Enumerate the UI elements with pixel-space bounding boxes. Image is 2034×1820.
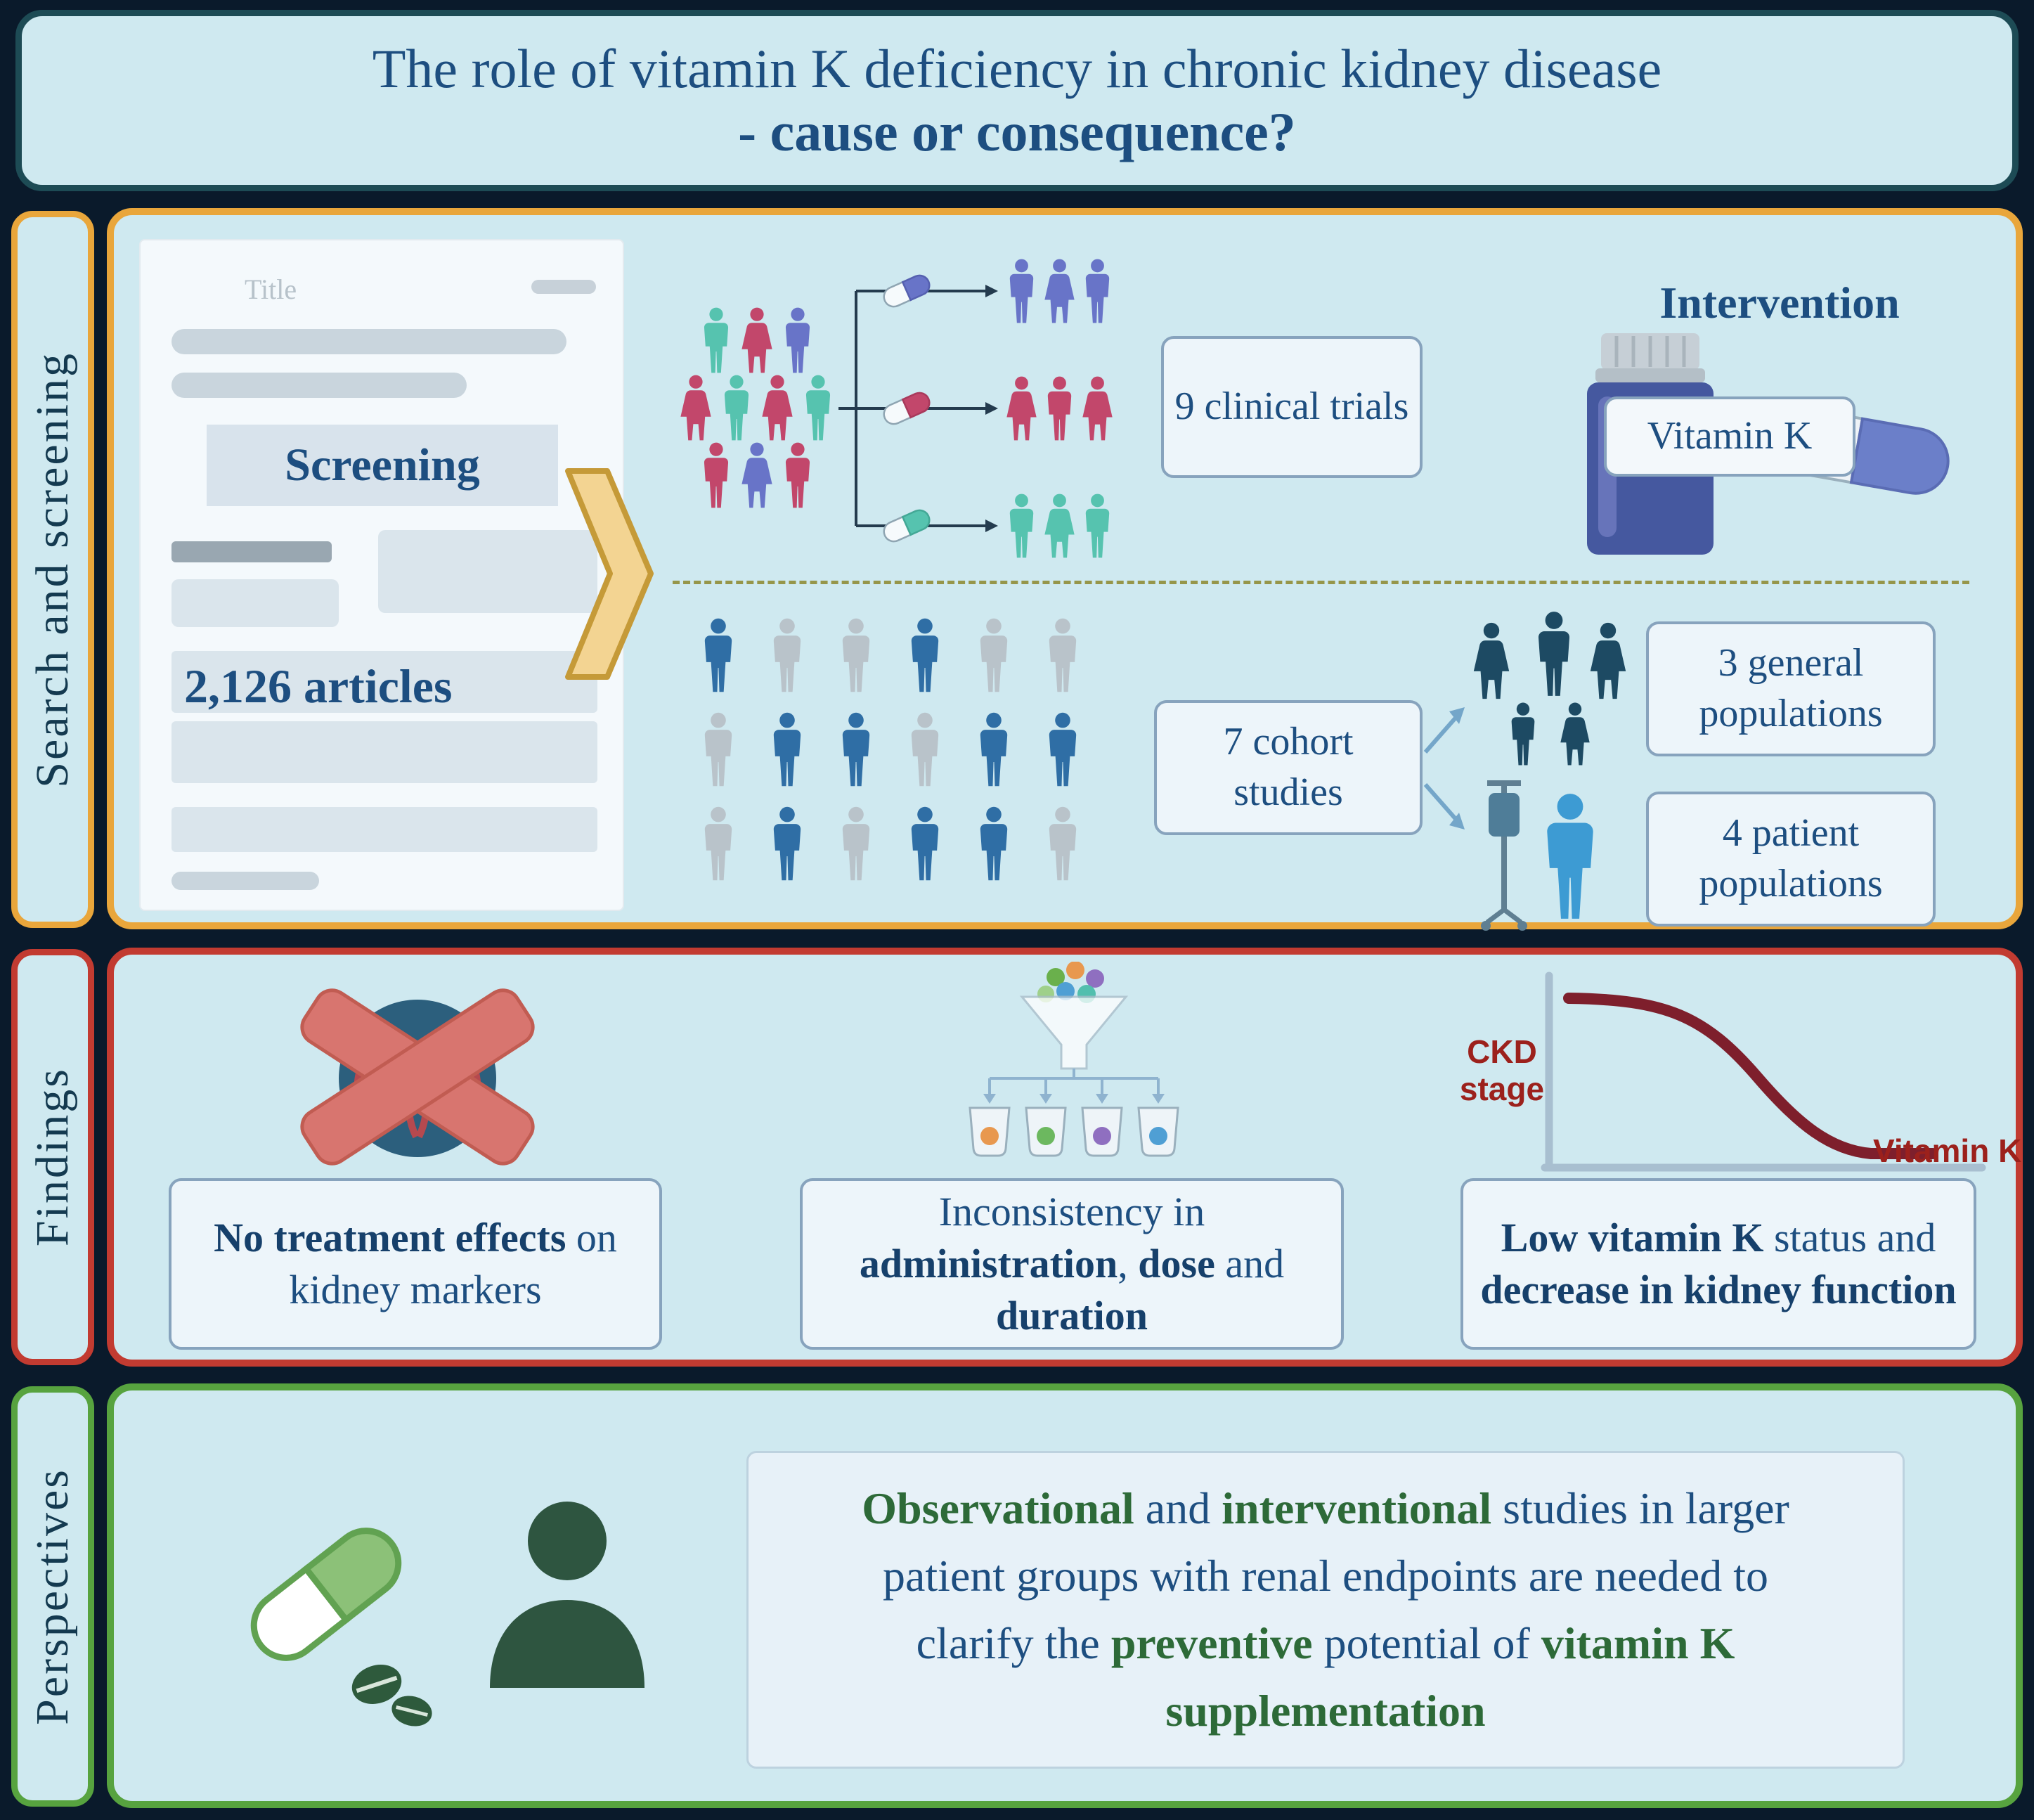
article-document-icon: Title Screening 2,126 articles — [139, 239, 624, 911]
person-icon — [1043, 711, 1082, 787]
panel-search-screening: Title Screening 2,126 articles — [107, 208, 2023, 931]
intervention-heading: Intervention — [1659, 278, 1900, 328]
articles-count: 2,126 articles — [184, 659, 453, 713]
panel-findings: No treatment effects on kidney markers — [107, 948, 2023, 1367]
family-icon — [1473, 612, 1626, 766]
section-label-perspectives: Perspectives — [11, 1386, 94, 1807]
cohort-studies-box: 7 cohort studies — [1154, 700, 1423, 835]
page-title-line2: - cause or consequence? — [738, 101, 1296, 162]
funnel-beakers-icon — [969, 962, 1179, 1157]
doc-line — [171, 872, 319, 890]
finding-card-1: No treatment effects on kidney markers — [169, 1178, 662, 1350]
person-icon — [905, 617, 945, 693]
clinical-trials-diagram — [680, 259, 1113, 558]
green-capsule-icon — [250, 1528, 432, 1727]
tablet-icon — [391, 1696, 432, 1727]
perspectives-text-box: Observational and interventional studies… — [746, 1451, 1905, 1769]
doc-block — [171, 807, 597, 852]
cohort-arrows — [1423, 707, 1465, 830]
person-icon — [974, 617, 1013, 693]
doc-line — [171, 329, 566, 354]
person-silhouette-icon — [490, 1502, 644, 1688]
finding-card-2: Inconsistency in administration, dose an… — [800, 1178, 1344, 1350]
doc-line — [531, 280, 596, 294]
person-icon — [905, 711, 945, 787]
doc-line — [171, 373, 467, 398]
trial-group-teal-icon — [1009, 493, 1110, 558]
molecule-dots-icon — [1037, 962, 1104, 1003]
cohort-people-grid — [699, 617, 1082, 882]
patient-iv-icon — [1481, 780, 1593, 931]
graph-y-label: CKD stage — [1459, 1033, 1545, 1107]
person-icon — [836, 617, 876, 693]
section-label-findings: Findings — [11, 949, 94, 1365]
pill-icon — [883, 274, 931, 308]
chevron-right-icon — [565, 468, 654, 680]
doc-block — [171, 721, 597, 783]
person-icon — [699, 617, 738, 693]
person-icon — [767, 711, 807, 787]
decline-graph-icon — [1541, 972, 1986, 1172]
pill-icon — [883, 509, 931, 543]
section-label-search: Search and screening — [11, 211, 94, 928]
clinical-trials-box: 9 clinical trials — [1161, 336, 1423, 478]
screening-label: Screening — [207, 425, 558, 506]
person-icon — [767, 806, 807, 882]
page-title-line1: The role of vitamin K deficiency in chro… — [372, 38, 1662, 99]
person-icon — [767, 617, 807, 693]
person-icon — [699, 711, 738, 787]
dashed-divider — [673, 581, 1969, 584]
kidney-crossed-icon — [300, 988, 535, 1166]
panel-perspectives: Observational and interventional studies… — [107, 1383, 2023, 1808]
doc-block — [171, 579, 339, 627]
graph-x-label: Vitamin K — [1873, 1132, 2022, 1169]
person-icon — [905, 806, 945, 882]
person-icon — [699, 806, 738, 882]
pill-icon — [883, 392, 931, 425]
person-icon — [1043, 806, 1082, 882]
person-icon — [836, 806, 876, 882]
vitamin-k-label-box: Vitamin K — [1604, 396, 1855, 477]
doc-block — [171, 651, 597, 713]
general-populations-box: 3 general populations — [1646, 621, 1936, 756]
section-label-perspectives-text: Perspectives — [27, 1468, 78, 1725]
tablet-icon — [351, 1665, 402, 1704]
person-icon — [836, 711, 876, 787]
participants-cluster-icon — [680, 307, 831, 508]
person-icon — [1043, 617, 1082, 693]
person-icon — [974, 711, 1013, 787]
section-label-findings-text: Findings — [27, 1067, 78, 1247]
doc-title-placeholder: Title — [245, 273, 297, 305]
red-x-icon — [300, 988, 535, 1166]
beakers-icon — [969, 1106, 1179, 1157]
doc-block — [378, 530, 597, 613]
patient-populations-box: 4 patient populations — [1646, 792, 1936, 927]
section-label-search-text: Search and screening — [27, 351, 78, 788]
person-icon — [974, 806, 1013, 882]
finding-card-3: Low vitamin K status and decrease in kid… — [1460, 1178, 1976, 1350]
trial-group-indigo-icon — [1009, 259, 1110, 323]
trial-group-red-icon — [1006, 376, 1113, 441]
doc-line — [171, 541, 332, 562]
title-banner: The role of vitamin K deficiency in chro… — [15, 10, 2019, 191]
